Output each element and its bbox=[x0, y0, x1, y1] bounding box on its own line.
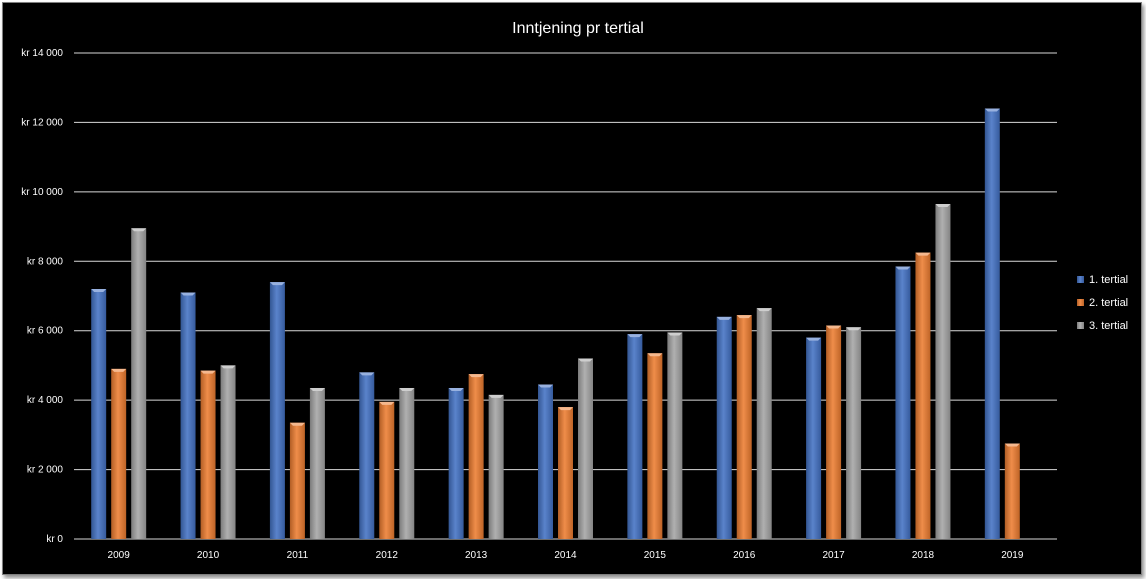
x-tick-label: 2015 bbox=[644, 550, 667, 561]
bar-2016-series-1 bbox=[716, 316, 732, 539]
y-tick-label: kr 2 000 bbox=[27, 465, 64, 476]
x-axis-labels: 2009 2010 2011 2012 2013 2014 2015 2016 2017 2018… bbox=[108, 550, 1024, 561]
bar-2012-series-3 bbox=[399, 387, 415, 539]
legend-item: 3. tertial bbox=[1077, 320, 1128, 332]
y-tick-label: kr 14 000 bbox=[21, 48, 63, 59]
x-tick-label: 2014 bbox=[554, 550, 577, 561]
bar-2016-series-2 bbox=[736, 315, 752, 539]
y-tick-label: kr 12 000 bbox=[21, 117, 63, 128]
bar-2014-series-2 bbox=[558, 407, 573, 539]
y-tick-label: kr 0 bbox=[46, 534, 63, 545]
bar-2012-series-2 bbox=[379, 401, 395, 539]
chart-title: Inntjening pr tertial bbox=[512, 20, 644, 37]
legend-label: 2. tertial bbox=[1089, 297, 1128, 309]
x-tick-label: 2019 bbox=[1001, 550, 1024, 561]
bar-2014-series-1 bbox=[538, 384, 553, 539]
x-tick-label: 2010 bbox=[197, 550, 220, 561]
gridlines bbox=[74, 52, 1057, 540]
bar-2017-series-1 bbox=[806, 337, 822, 539]
bar-2018-series-1 bbox=[895, 266, 911, 539]
bar-2016-series-3 bbox=[756, 308, 772, 539]
bar-2011-series-3 bbox=[309, 387, 325, 539]
x-tick-label: 2016 bbox=[733, 550, 756, 561]
bar-2011-series-2 bbox=[289, 422, 305, 539]
bar-2013-series-2 bbox=[468, 374, 484, 539]
legend-swatch bbox=[1077, 276, 1084, 283]
bar-2010-series-2 bbox=[200, 370, 216, 539]
x-tick-label: 2009 bbox=[108, 550, 131, 561]
legend-item: 1. tertial bbox=[1077, 274, 1128, 286]
bar-2019-series-2 bbox=[1004, 443, 1020, 539]
legend-item: 2. tertial bbox=[1077, 297, 1128, 309]
legend-swatch bbox=[1077, 299, 1084, 306]
legend-label: 3. tertial bbox=[1089, 320, 1128, 332]
legend: 1. tertial 2. tertial 3. tertial bbox=[1077, 274, 1128, 332]
bar-2013-series-3 bbox=[488, 394, 504, 539]
x-tick-label: 2013 bbox=[465, 550, 488, 561]
bar-2017-series-2 bbox=[826, 325, 842, 539]
bar-2015-series-3 bbox=[667, 332, 683, 539]
bar-2011-series-1 bbox=[269, 282, 285, 539]
bars bbox=[91, 108, 1020, 540]
y-tick-label: kr 8 000 bbox=[27, 256, 64, 267]
x-tick-label: 2018 bbox=[912, 550, 935, 561]
y-axis-labels: kr 0 kr 2 000 kr 4 000 kr 6 000 kr 8 000 kr 1… bbox=[21, 48, 63, 545]
bar-2018-series-2 bbox=[915, 252, 931, 539]
bar-2015-series-1 bbox=[627, 334, 643, 539]
legend-label: 1. tertial bbox=[1089, 274, 1128, 286]
x-tick-label: 2011 bbox=[287, 550, 309, 561]
bar-2018-series-3 bbox=[935, 204, 951, 539]
bar-2010-series-1 bbox=[180, 292, 196, 539]
bar-2009-series-2 bbox=[111, 368, 127, 539]
x-tick-label: 2017 bbox=[822, 550, 845, 561]
bar-2009-series-1 bbox=[91, 289, 107, 539]
bar-2009-series-3 bbox=[131, 228, 147, 540]
bar-2010-series-3 bbox=[220, 365, 236, 539]
y-tick-label: kr 10 000 bbox=[21, 187, 63, 198]
legend-swatch bbox=[1077, 322, 1084, 329]
bar-2012-series-1 bbox=[359, 372, 375, 539]
bar-2014-series-3 bbox=[578, 358, 593, 539]
bar-2019-series-1 bbox=[984, 108, 1000, 540]
bar-2017-series-3 bbox=[846, 327, 862, 539]
x-tick-label: 2012 bbox=[376, 550, 399, 561]
bar-chart: Inntjening pr tertial kr 0 kr 2 000 kr 4 0… bbox=[21, 20, 1128, 561]
y-tick-label: kr 4 000 bbox=[27, 395, 64, 406]
y-tick-label: kr 6 000 bbox=[27, 326, 64, 337]
bar-2015-series-2 bbox=[647, 353, 663, 539]
bar-2013-series-1 bbox=[448, 387, 464, 539]
